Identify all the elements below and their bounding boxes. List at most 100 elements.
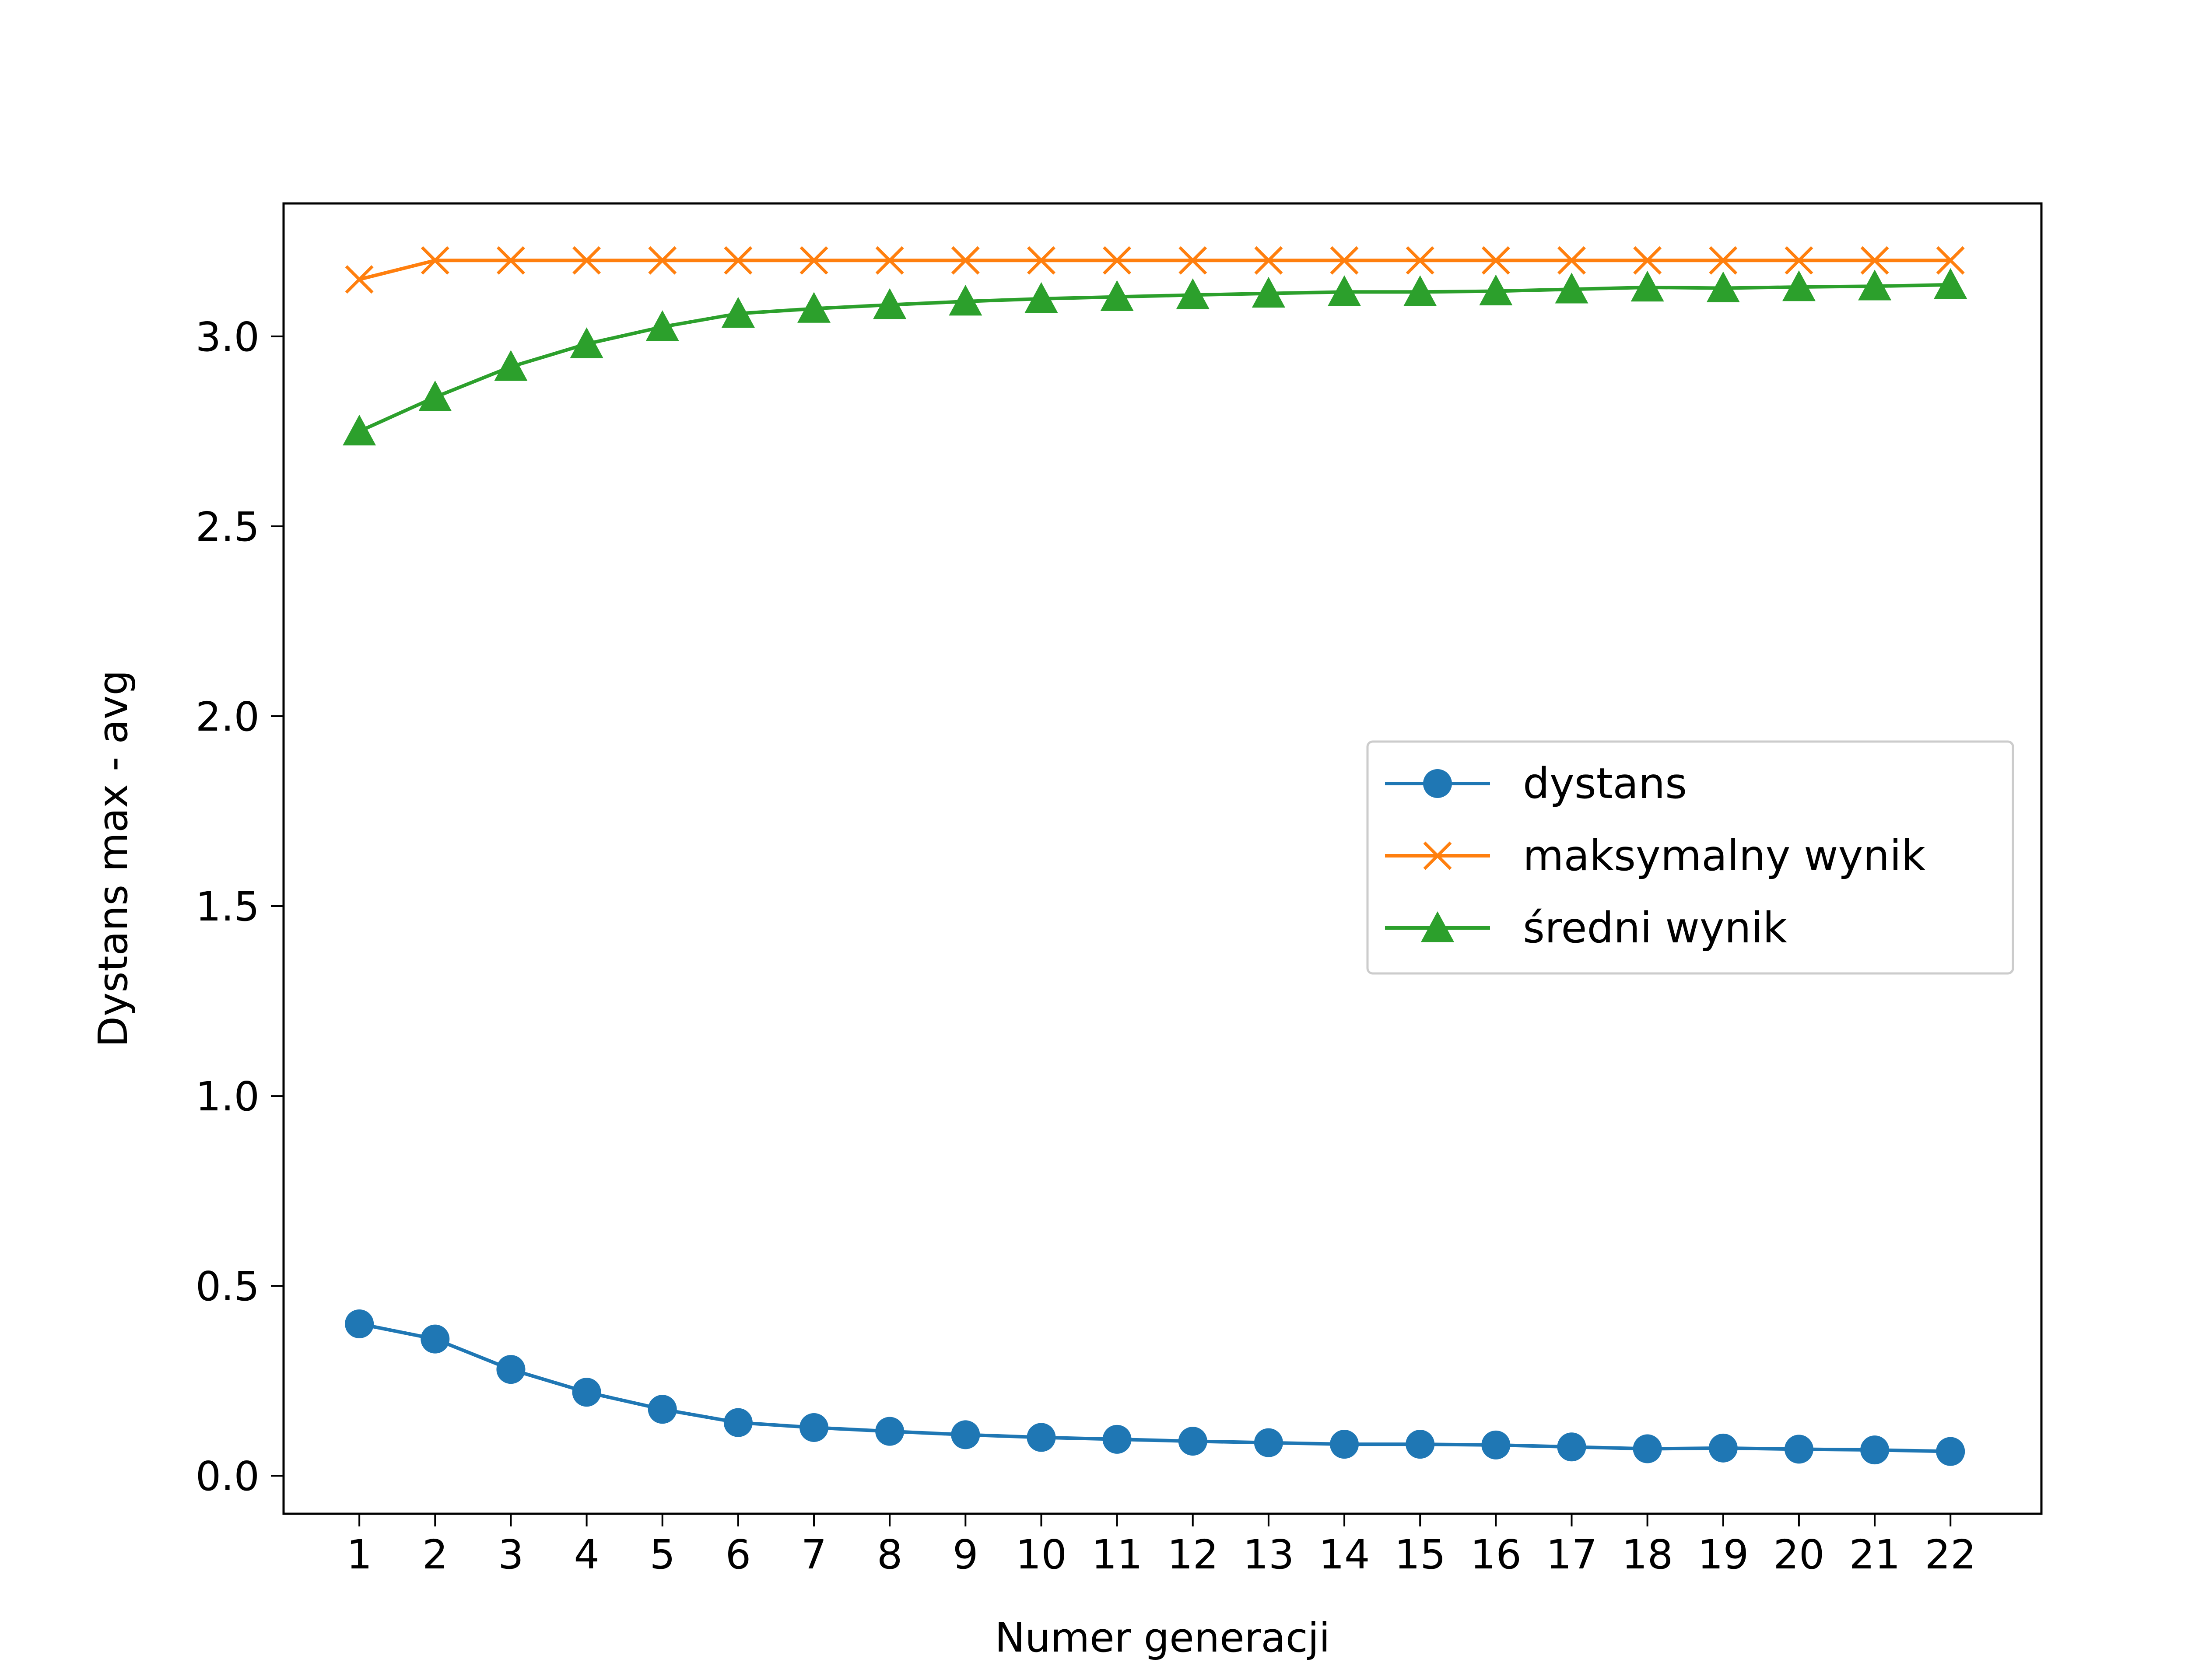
x-tick-label: 4 xyxy=(574,1531,600,1578)
maksymalny-wynik-point xyxy=(1330,246,1359,275)
series-dystans xyxy=(345,1309,1965,1466)
sredni-wynik-point xyxy=(873,288,907,319)
maksymalny-wynik-point xyxy=(1633,246,1662,275)
dystans-point xyxy=(572,1378,601,1407)
maksymalny-wynik-point xyxy=(799,246,828,275)
y-tick-label: 3.0 xyxy=(196,314,259,360)
sredni-wynik-point xyxy=(1176,278,1210,309)
y-axis-label: Dystans max - avg xyxy=(90,670,137,1047)
dystans-point xyxy=(421,1324,450,1354)
maksymalny-wynik-point xyxy=(1785,246,1813,275)
maksymalny-wynik-point xyxy=(1254,246,1283,275)
x-tick-label: 20 xyxy=(1773,1531,1824,1578)
sredni-wynik-point xyxy=(1630,270,1664,302)
sredni-wynik-point xyxy=(1024,282,1058,313)
maksymalny-wynik-point xyxy=(1557,246,1586,275)
x-axis-label: Numer generacji xyxy=(995,1614,1330,1661)
x-tick-label: 3 xyxy=(498,1531,524,1578)
x-tick-label: 16 xyxy=(1470,1531,1522,1578)
legend-label-sredni-wynik: średni wynik xyxy=(1523,903,1787,952)
x-tick-label: 2 xyxy=(422,1531,448,1578)
dystans-point xyxy=(1557,1432,1586,1462)
axes-layer: 1 2 3 4 5 6 7 8 9 10 11 12 13 14 15 16 17 18 19 20 21 220.00.… xyxy=(196,314,1976,1578)
sredni-wynik-point xyxy=(1252,276,1285,308)
dystans-point xyxy=(1027,1423,1056,1452)
dystans-point xyxy=(951,1420,980,1449)
legend-marker-dystans xyxy=(1423,769,1452,798)
dystans-point xyxy=(1178,1427,1207,1456)
sredni-wynik-point xyxy=(494,350,528,381)
legend: dystans maksymalny wynik średni wynik xyxy=(1366,740,2014,975)
maksymalny-wynik-point xyxy=(875,246,904,275)
y-tick-label: 0.5 xyxy=(196,1263,259,1310)
sredni-wynik-point xyxy=(1555,273,1588,304)
maksymalny-wynik-point xyxy=(1406,246,1434,275)
x-tick-label: 7 xyxy=(801,1531,827,1578)
dystans-point xyxy=(875,1417,905,1446)
sredni-wynik-point xyxy=(949,284,982,316)
legend-label-dystans: dystans xyxy=(1523,759,1687,808)
y-tick-label: 0.0 xyxy=(196,1453,259,1500)
x-tick-label: 15 xyxy=(1395,1531,1446,1578)
maksymalny-wynik-point xyxy=(1481,246,1510,275)
y-tick-label: 2.0 xyxy=(196,693,259,740)
x-tick-label: 10 xyxy=(1016,1531,1067,1578)
legend-marker-maksymalny-wynik xyxy=(1423,841,1452,870)
dystans-point xyxy=(496,1355,526,1384)
sredni-wynik-point xyxy=(797,292,831,323)
sredni-wynik-point xyxy=(1782,270,1816,301)
maksymalny-wynik-point xyxy=(421,246,449,275)
x-tick-label: 17 xyxy=(1546,1531,1597,1578)
sredni-wynik-point xyxy=(570,327,603,358)
maksymalny-wynik-point xyxy=(1860,246,1889,275)
dystans-point xyxy=(1633,1434,1662,1463)
x-tick-label: 8 xyxy=(877,1531,903,1578)
x-tick-label: 14 xyxy=(1319,1531,1370,1578)
legend-marker-sredni-wynik xyxy=(1421,911,1454,942)
maksymalny-wynik-point xyxy=(1709,246,1738,275)
x-tick-label: 18 xyxy=(1622,1531,1673,1578)
dystans-point xyxy=(1406,1430,1435,1459)
x-tick-label: 11 xyxy=(1091,1531,1143,1578)
y-tick-label: 1.0 xyxy=(196,1073,259,1120)
sredni-wynik-point xyxy=(1328,275,1361,306)
maksymalny-wynik-line xyxy=(358,259,1953,281)
dystans-line xyxy=(358,1322,1953,1453)
maksymalny-wynik-point xyxy=(572,246,601,275)
series-sredni-wynik xyxy=(343,268,1967,446)
dystans-point xyxy=(1481,1430,1511,1460)
dystans-point xyxy=(1860,1435,1890,1465)
maksymalny-wynik-point xyxy=(1027,246,1055,275)
x-tick-label: 22 xyxy=(1925,1531,1976,1578)
maksymalny-wynik-point xyxy=(1178,246,1207,275)
dystans-point xyxy=(1784,1435,1813,1464)
sredni-wynik-point xyxy=(1706,271,1740,302)
dystans-point xyxy=(1254,1428,1283,1457)
x-tick-label: 5 xyxy=(649,1531,675,1578)
maksymalny-wynik-point xyxy=(496,246,525,275)
series-layer xyxy=(343,246,1967,1466)
sredni-wynik-point xyxy=(1100,280,1134,311)
sredni-wynik-point xyxy=(645,310,679,341)
x-tick-label: 21 xyxy=(1849,1531,1900,1578)
maksymalny-wynik-point xyxy=(951,246,980,275)
maksymalny-wynik-point xyxy=(724,246,753,275)
sredni-wynik-point xyxy=(418,380,452,412)
maksymalny-wynik-point xyxy=(345,265,374,294)
maksymalny-wynik-point xyxy=(648,246,677,275)
dystans-point xyxy=(1330,1430,1359,1459)
dystans-point xyxy=(345,1309,374,1338)
y-tick-label: 1.5 xyxy=(196,883,259,930)
dystans-point xyxy=(648,1395,677,1424)
x-tick-label: 12 xyxy=(1167,1531,1218,1578)
sredni-wynik-point xyxy=(1934,268,1967,299)
sredni-wynik-point xyxy=(1858,270,1892,301)
x-tick-label: 13 xyxy=(1243,1531,1294,1578)
y-tick-label: 2.5 xyxy=(196,504,259,550)
legend-label-maksymalny-wynik: maksymalny wynik xyxy=(1523,831,1926,880)
x-tick-label: 9 xyxy=(953,1531,978,1578)
maksymalny-wynik-point xyxy=(1103,246,1132,275)
x-tick-label: 19 xyxy=(1697,1531,1749,1578)
dystans-point xyxy=(799,1413,829,1442)
